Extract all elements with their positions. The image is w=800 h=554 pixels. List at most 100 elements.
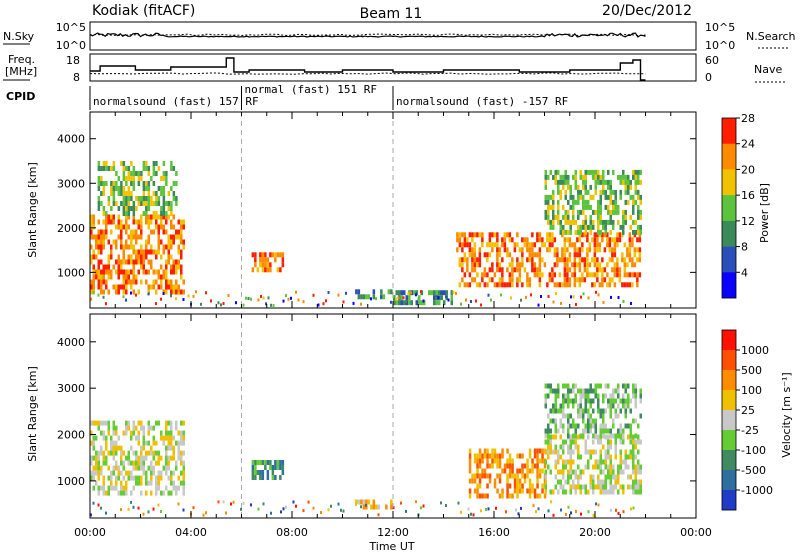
range-cell <box>117 224 120 230</box>
range-cell <box>471 473 474 479</box>
colorbar-tick-label: -100 <box>741 444 766 457</box>
range-cell <box>501 242 504 248</box>
range-cell <box>125 279 128 285</box>
range-cell <box>180 274 183 280</box>
range-cell <box>521 237 524 243</box>
range-cell <box>100 279 103 285</box>
range-cell <box>142 264 145 270</box>
range-cell <box>160 211 163 216</box>
range-cell <box>160 455 163 461</box>
range-cell <box>130 206 133 211</box>
range-cell <box>142 435 145 441</box>
range-cell <box>175 269 178 275</box>
range-cell <box>622 219 625 225</box>
range-cell <box>182 219 185 225</box>
range-cell <box>567 423 570 429</box>
range-cell <box>564 194 567 200</box>
range-cell <box>616 267 619 273</box>
range-cell <box>498 252 502 258</box>
range-cell <box>568 257 572 263</box>
range-cell <box>579 413 582 419</box>
range-cell <box>559 423 562 429</box>
range-cell <box>630 302 632 305</box>
range-cell <box>282 507 285 511</box>
range-cell <box>615 508 617 512</box>
range-cell <box>498 247 502 253</box>
range-cell <box>367 294 371 300</box>
range-cell <box>132 264 135 270</box>
range-cell <box>105 264 108 270</box>
range-cell <box>461 262 464 268</box>
range-cell <box>105 269 108 275</box>
range-cell <box>337 293 340 297</box>
range-cell <box>516 257 519 263</box>
range-cell <box>157 201 161 206</box>
range-cell <box>563 237 567 243</box>
colorbar-segment <box>722 272 736 299</box>
range-cell <box>466 267 469 273</box>
range-cell <box>531 262 534 268</box>
y-tick-label: 3000 <box>57 177 85 190</box>
range-cell <box>102 206 106 211</box>
range-cell <box>125 259 128 265</box>
range-cell <box>549 224 552 230</box>
range-cell <box>581 272 584 278</box>
range-cell <box>132 430 135 436</box>
range-cell <box>259 252 262 258</box>
range-cell <box>95 269 98 275</box>
range-cell <box>120 224 123 230</box>
range-cell <box>584 184 587 190</box>
range-cell <box>578 257 582 263</box>
range-cell <box>593 247 597 253</box>
range-cell <box>92 284 95 290</box>
range-cell <box>617 464 620 470</box>
range-cell <box>562 469 565 475</box>
range-cell <box>372 289 376 295</box>
range-cell <box>554 444 557 450</box>
range-cell <box>552 403 555 409</box>
range-cell <box>167 214 170 220</box>
range-cell <box>607 444 610 450</box>
range-cell <box>132 259 135 265</box>
range-cell <box>127 214 130 220</box>
range-cell <box>491 453 494 459</box>
range-cell <box>569 449 572 455</box>
range-cell <box>491 247 494 253</box>
range-cell <box>458 282 462 288</box>
range-cell <box>622 439 625 445</box>
range-cell <box>538 267 542 273</box>
range-cell <box>155 490 158 496</box>
range-cell <box>619 469 622 475</box>
range-cell <box>557 184 560 190</box>
range-cell <box>97 490 100 496</box>
range-cell <box>609 398 612 404</box>
range-cell <box>92 219 95 225</box>
range-cell <box>589 229 592 235</box>
range-cell <box>547 393 550 399</box>
range-cell <box>619 224 622 230</box>
range-cell <box>127 450 130 456</box>
range-cell <box>486 463 489 469</box>
range-cell <box>608 282 612 288</box>
range-cell <box>577 229 580 235</box>
range-cell <box>150 460 153 466</box>
range-cell <box>137 181 141 186</box>
range-cell <box>97 455 100 461</box>
range-cell <box>536 453 539 459</box>
range-cell <box>175 420 178 426</box>
range-cell <box>370 504 373 510</box>
range-cell <box>516 242 519 248</box>
range-cell <box>157 196 161 201</box>
range-cell <box>90 460 93 466</box>
range-cell <box>281 460 285 465</box>
range-cell <box>92 279 95 285</box>
range-cell <box>526 282 529 288</box>
range-cell <box>624 423 627 429</box>
range-cell <box>142 254 145 260</box>
range-cell <box>127 244 130 250</box>
range-cell <box>132 289 135 295</box>
range-cell <box>175 181 178 186</box>
range-cell <box>147 440 150 446</box>
range-cell <box>182 465 185 471</box>
range-cell <box>559 444 562 450</box>
